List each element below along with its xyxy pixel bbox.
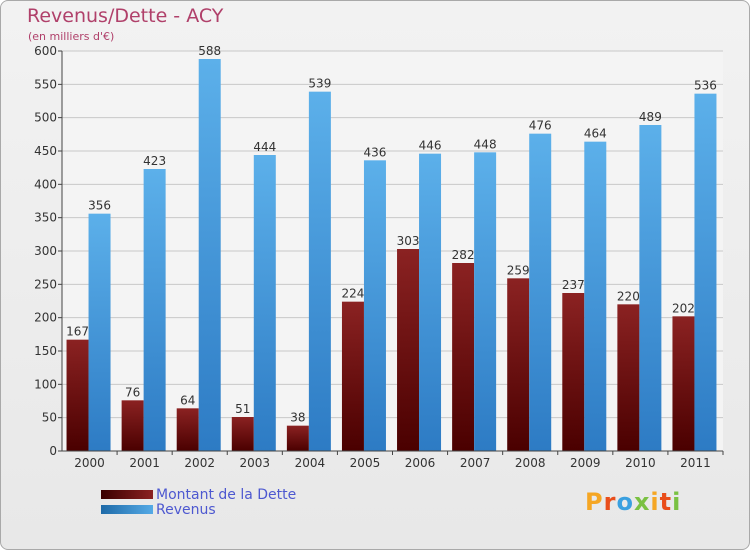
y-tick-label: 150 [34, 344, 57, 358]
y-tick-label: 300 [34, 244, 57, 258]
revenue-value-label: 489 [639, 110, 662, 124]
debt-bar [121, 400, 144, 451]
revenue-bar [308, 91, 331, 452]
x-tick-label: 2002 [184, 456, 215, 470]
debt-bar [452, 263, 475, 451]
legend-item-debt: Montant de la Dette [101, 486, 297, 503]
revenue-value-label: 436 [364, 145, 387, 159]
revenue-bar [143, 169, 166, 451]
revenue-value-label: 448 [474, 137, 497, 151]
revenue-bar [419, 153, 442, 451]
revenue-value-label: 423 [143, 154, 166, 168]
debt-value-label: 303 [397, 234, 420, 248]
logo-letter: r [603, 488, 617, 516]
x-tick-label: 2009 [570, 456, 601, 470]
debt-bar [617, 304, 640, 451]
logo-letter: x [633, 488, 651, 516]
revenue-bar [474, 152, 497, 452]
y-tick-label: 250 [34, 277, 57, 291]
logo-letter: o [616, 488, 634, 516]
legend: Montant de la Dette Revenus [101, 486, 297, 518]
y-tick-label: 550 [34, 77, 57, 91]
debt-value-label: 220 [617, 289, 640, 303]
x-tick-label: 2005 [350, 456, 381, 470]
revenue-value-label: 464 [584, 127, 607, 141]
logo-letter: t [659, 488, 673, 516]
proxiti-logo: Proxiti [585, 488, 681, 516]
debt-value-label: 224 [342, 287, 365, 301]
x-tick-label: 2010 [625, 456, 656, 470]
revenue-value-label: 356 [88, 199, 111, 213]
logo-letter: i [650, 488, 660, 516]
revenue-bar [88, 213, 111, 451]
y-tick-label: 600 [34, 44, 57, 58]
legend-swatch-debt [101, 490, 153, 499]
x-tick-label: 2008 [515, 456, 546, 470]
x-tick-label: 2003 [240, 456, 271, 470]
debt-value-label: 76 [125, 385, 140, 399]
debt-bar [66, 339, 89, 451]
debt-value-label: 167 [66, 325, 89, 339]
legend-label-debt: Montant de la Dette [156, 486, 297, 503]
x-tick-label: 2004 [295, 456, 326, 470]
revenue-bar [529, 133, 552, 451]
debt-value-label: 38 [290, 411, 305, 425]
legend-item-revenue: Revenus [101, 501, 296, 518]
revenue-value-label: 446 [419, 139, 442, 153]
y-tick-label: 350 [34, 211, 57, 225]
logo-letter: i [672, 488, 682, 516]
revenue-value-label: 476 [529, 119, 552, 133]
revenue-value-label: 536 [694, 79, 717, 93]
y-tick-label: 0 [49, 444, 57, 458]
x-tick-label: 2011 [680, 456, 711, 470]
debt-value-label: 64 [180, 393, 195, 407]
revenue-bar [198, 59, 221, 451]
revenue-value-label: 588 [198, 44, 221, 58]
y-tick-label: 450 [34, 144, 57, 158]
legend-label-revenue: Revenus [156, 501, 216, 518]
y-tick-label: 50 [42, 411, 57, 425]
x-tick-label: 2001 [129, 456, 160, 470]
debt-bar [672, 316, 695, 451]
debt-bar [286, 425, 309, 451]
revenue-bar [363, 160, 386, 452]
debt-bar [231, 417, 254, 451]
y-tick-label: 100 [34, 377, 57, 391]
debt-value-label: 202 [672, 301, 695, 315]
revenue-bar [639, 125, 662, 451]
logo-letter: P [585, 488, 604, 516]
debt-bar [176, 408, 199, 451]
debt-value-label: 237 [562, 278, 585, 292]
revenue-value-label: 444 [253, 140, 276, 154]
debt-bar [562, 293, 585, 451]
revenue-bar [253, 155, 276, 451]
revenue-bar [694, 93, 717, 452]
x-tick-label: 2000 [74, 456, 105, 470]
x-tick-label: 2007 [460, 456, 491, 470]
debt-value-label: 282 [452, 248, 475, 262]
revenue-bar [584, 141, 607, 451]
debt-value-label: 259 [507, 263, 530, 277]
chart-subtitle: (en milliers d'€) [28, 30, 115, 43]
y-tick-label: 200 [34, 311, 57, 325]
debt-bar [397, 249, 420, 451]
debt-value-label: 51 [235, 402, 250, 416]
legend-swatch-revenue [101, 505, 153, 514]
y-tick-label: 400 [34, 177, 57, 191]
debt-bar [507, 278, 530, 451]
debt-bar [341, 301, 364, 451]
chart-title: Revenus/Dette - ACY [27, 5, 224, 27]
revenue-value-label: 539 [308, 77, 331, 91]
y-tick-label: 500 [34, 111, 57, 125]
x-tick-label: 2006 [405, 456, 436, 470]
